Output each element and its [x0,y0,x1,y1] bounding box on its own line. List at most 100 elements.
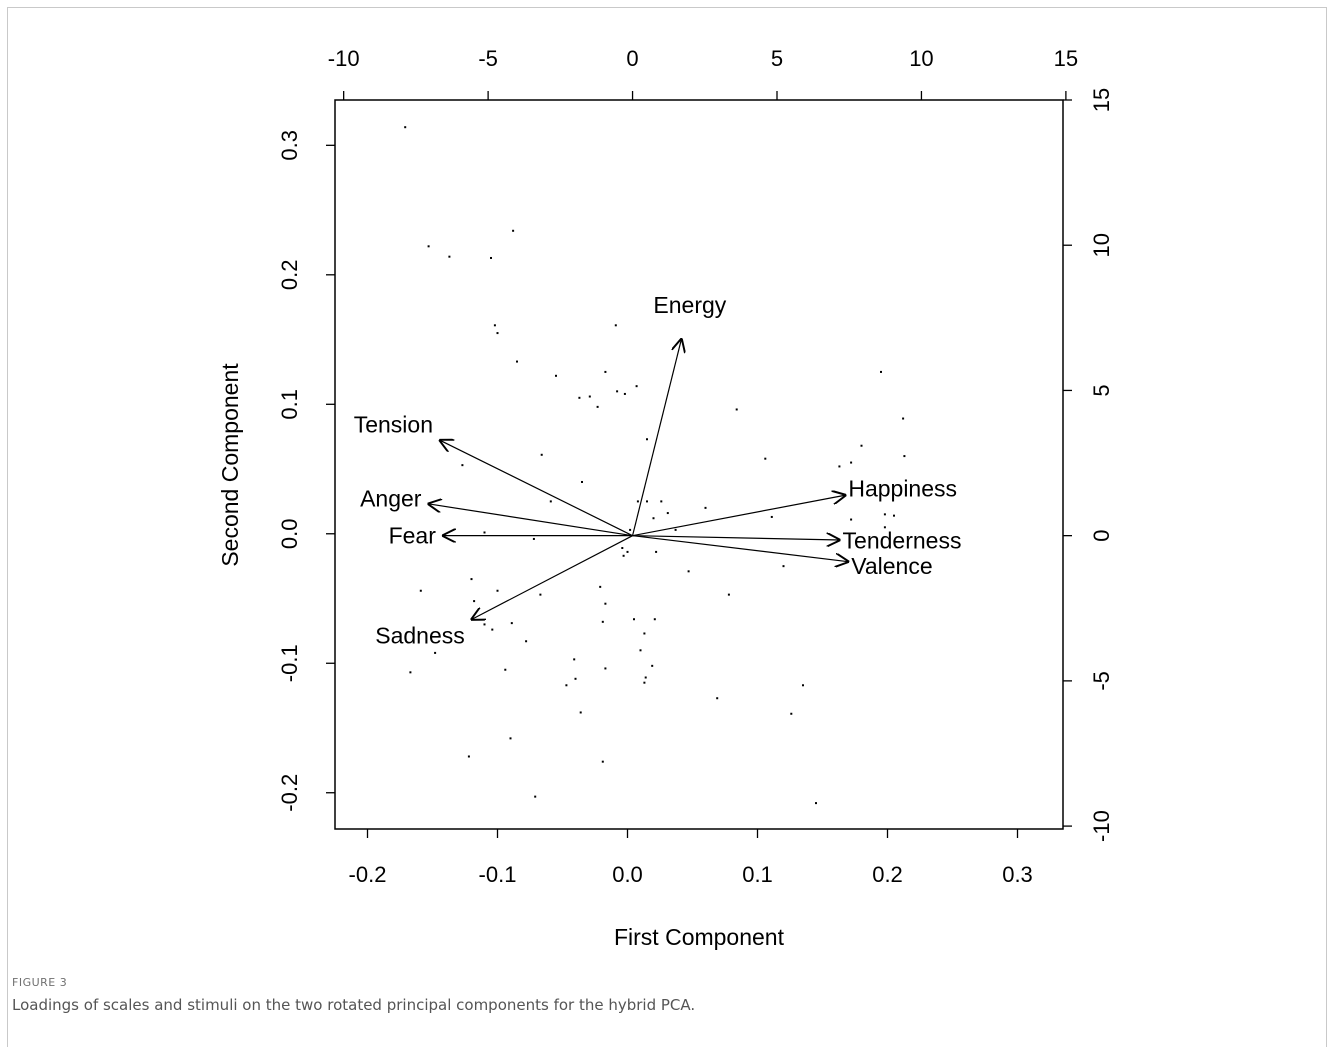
stimulus-point [643,632,646,635]
loading-label: Tension [354,412,433,438]
loading-arrow [632,536,841,540]
stimulus-point [629,528,632,531]
left-axis-tick-label: -0.1 [277,644,302,682]
right-axis-tick-label: -10 [1089,810,1114,842]
left-axis-tick-label: 0.3 [277,130,302,161]
stimulus-point [838,465,841,468]
top-axis-tick-label: -5 [478,46,498,71]
stimulus-point [790,712,793,715]
stimulus-point [574,677,577,680]
left-axis-tick-label: 0.0 [277,518,302,549]
stimulus-point [604,370,607,373]
stimulus-point [716,697,719,700]
stimulus-point [674,528,677,531]
stimulus-point [635,385,638,388]
top-axis-tick-label: 0 [626,46,638,71]
plot-frame [334,99,1064,830]
bottom-axis-tick-label: 0.2 [872,862,903,887]
left-axis-tick-label: -0.2 [277,774,302,812]
stimulus-point [644,676,647,679]
stimulus-point [573,658,576,661]
stimulus-point [525,640,528,643]
stimulus-point [639,649,642,652]
stimulus-point [614,324,617,327]
stimulus-point [655,550,658,553]
bottom-axis-tick-label: 0.3 [1002,862,1033,887]
stimulus-point [704,506,707,509]
stimulus-point [578,396,581,399]
stimulus-point [599,585,602,588]
stimulus-point [510,622,513,625]
stimulus-point [491,628,494,631]
stimulus-point [419,589,422,592]
figure-frame [7,7,1327,1047]
stimulus-point [687,570,690,573]
stimulus-point [493,324,496,327]
y-axis-label: Second Component [217,363,243,567]
bottom-axis-tick-label: -0.1 [479,862,517,887]
stimulus-point [483,531,486,534]
stimulus-point [604,602,607,605]
stimulus-point [860,444,863,447]
left-axis-tick-label: 0.1 [277,389,302,420]
loading-label: Happiness [848,476,957,502]
stimulus-point [652,517,655,520]
loading-label: Anger [360,485,422,511]
stimulus-point [666,512,669,515]
stimulus-point [770,515,773,518]
stimulus-point [565,684,568,687]
stimulus-point [893,514,895,517]
stimulus-point [555,374,557,377]
stimulus-point [532,537,535,540]
stimulus-point [651,664,654,667]
stimulus-point [883,526,886,529]
stimulus-point [636,500,639,503]
stimulus-point [409,671,412,674]
stimulus-point [588,395,591,398]
stimulus-point [470,578,473,581]
stimulus-point [880,370,882,373]
right-axis-tick-label: 0 [1089,530,1114,542]
stimulus-point [448,255,451,258]
stimulus-point [646,500,648,503]
stimulus-point [461,464,464,467]
stimulus-point [496,332,499,335]
stimulus-point [581,480,583,483]
stimulus-point [596,405,599,408]
stimulus-point [549,500,552,503]
loading-label: Tenderness [843,528,962,554]
stimulus-point [735,408,738,411]
stimulus-point [504,668,507,671]
stimulus-point [490,256,492,259]
top-axis-tick-label: 15 [1054,46,1078,71]
loading-arrow [439,440,633,537]
right-axis-tick-label: -5 [1089,671,1114,691]
bottom-axis-tick-label: 0.0 [612,862,643,887]
stimulus-point [646,438,648,441]
loading-label: Fear [389,523,437,549]
stimulus-point [604,667,607,670]
stimulus-point [660,500,663,503]
stimulus-point [626,550,629,553]
left-axis-tick-label: 0.2 [277,260,302,291]
stimulus-point [782,565,785,568]
stimulus-point [473,600,476,603]
stimulus-point [621,547,624,550]
loading-arrow [631,338,682,536]
stimulus-point [902,417,905,420]
top-axis-tick-label: -10 [328,46,360,71]
stimulus-point [850,461,853,464]
figure-caption: Loadings of scales and stimuli on the tw… [12,996,696,1014]
stimulus-point [427,245,430,248]
loading-label: Energy [653,292,726,318]
axes: -0.2 -0.1 0.0 0.1 0.2 0.3 -0.2 -0.1 0.0 0.1 0.2 0.3… [277,46,1114,887]
loading-arrow [632,495,847,537]
loading-arrow [632,535,850,562]
stimulus-point [404,126,407,129]
pca-biplot: Energy Tension Anger Fear Sadness Happiness Te… [217,46,1114,950]
figure-label: FIGURE 3 [12,976,68,989]
stimulus-point [512,229,515,232]
loading-arrow [427,504,633,537]
loading-arrows: Energy Tension Anger Fear Sadness Happiness Te… [354,292,962,648]
stimulus-point [883,513,886,516]
